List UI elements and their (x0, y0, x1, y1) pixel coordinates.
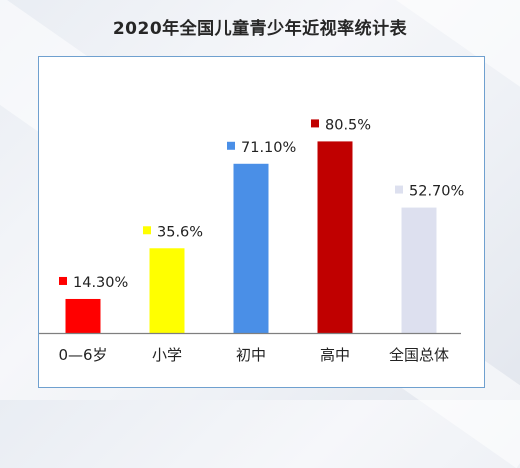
bar-4 (401, 207, 437, 333)
data-label-marker-4 (395, 185, 403, 194)
chart-area: 14.30% 0—6岁 35.6% 小学 71.10% 初中 80.5% 高中 52.70% 全国… (38, 56, 485, 388)
data-label-marker-3 (311, 119, 319, 128)
data-label-marker-1 (143, 226, 151, 235)
category-label-4: 全国总体 (389, 346, 449, 364)
category-label-1: 小学 (152, 346, 182, 364)
data-label-marker-0 (59, 276, 67, 285)
category-label-3: 高中 (320, 346, 350, 364)
data-label-4: 52.70% (409, 184, 464, 200)
category-label-2: 初中 (236, 346, 266, 364)
bar-chart: 14.30% 0—6岁 35.6% 小学 71.10% 初中 80.5% 高中 52.70% 全国… (39, 117, 464, 364)
bar-0 (65, 298, 101, 333)
bar-2 (233, 163, 269, 333)
data-label-3: 80.5% (325, 117, 371, 133)
category-label-0: 0—6岁 (58, 346, 107, 364)
data-label-2: 71.10% (241, 140, 296, 156)
bar-3 (317, 141, 353, 333)
data-label-0: 14.30% (73, 275, 128, 291)
data-label-1: 35.6% (157, 224, 203, 240)
bar-1 (149, 248, 185, 333)
chart-title: 2020年全国儿童青少年近视率统计表 (112, 19, 408, 39)
data-label-marker-2 (227, 141, 235, 150)
